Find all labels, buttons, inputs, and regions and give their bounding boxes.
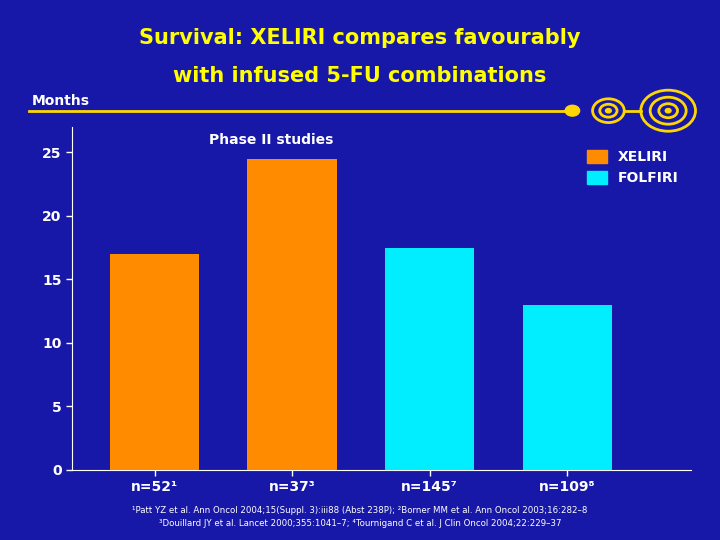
Text: ¹Patt YZ et al. Ann Oncol 2004;15(Suppl. 3):iii88 (Abst 238P); ²Borner MM et al.: ¹Patt YZ et al. Ann Oncol 2004;15(Suppl.… <box>132 506 588 515</box>
Text: with infused 5-FU combinations: with infused 5-FU combinations <box>174 65 546 86</box>
Bar <box>385 247 474 470</box>
Text: Survival: XELIRI compares favourably: Survival: XELIRI compares favourably <box>139 28 581 48</box>
Bar <box>110 254 199 470</box>
Text: Phase II studies: Phase II studies <box>210 133 333 147</box>
Text: ³Douillard JY et al. Lancet 2000;355:1041–7; ⁴Tournigand C et al. J Clin Oncol 2: ³Douillard JY et al. Lancet 2000;355:104… <box>158 519 562 528</box>
Bar <box>248 159 337 470</box>
Bar <box>523 305 612 470</box>
Legend: XELIRI, FOLFIRI: XELIRI, FOLFIRI <box>582 144 684 191</box>
Text: Months: Months <box>32 94 90 108</box>
